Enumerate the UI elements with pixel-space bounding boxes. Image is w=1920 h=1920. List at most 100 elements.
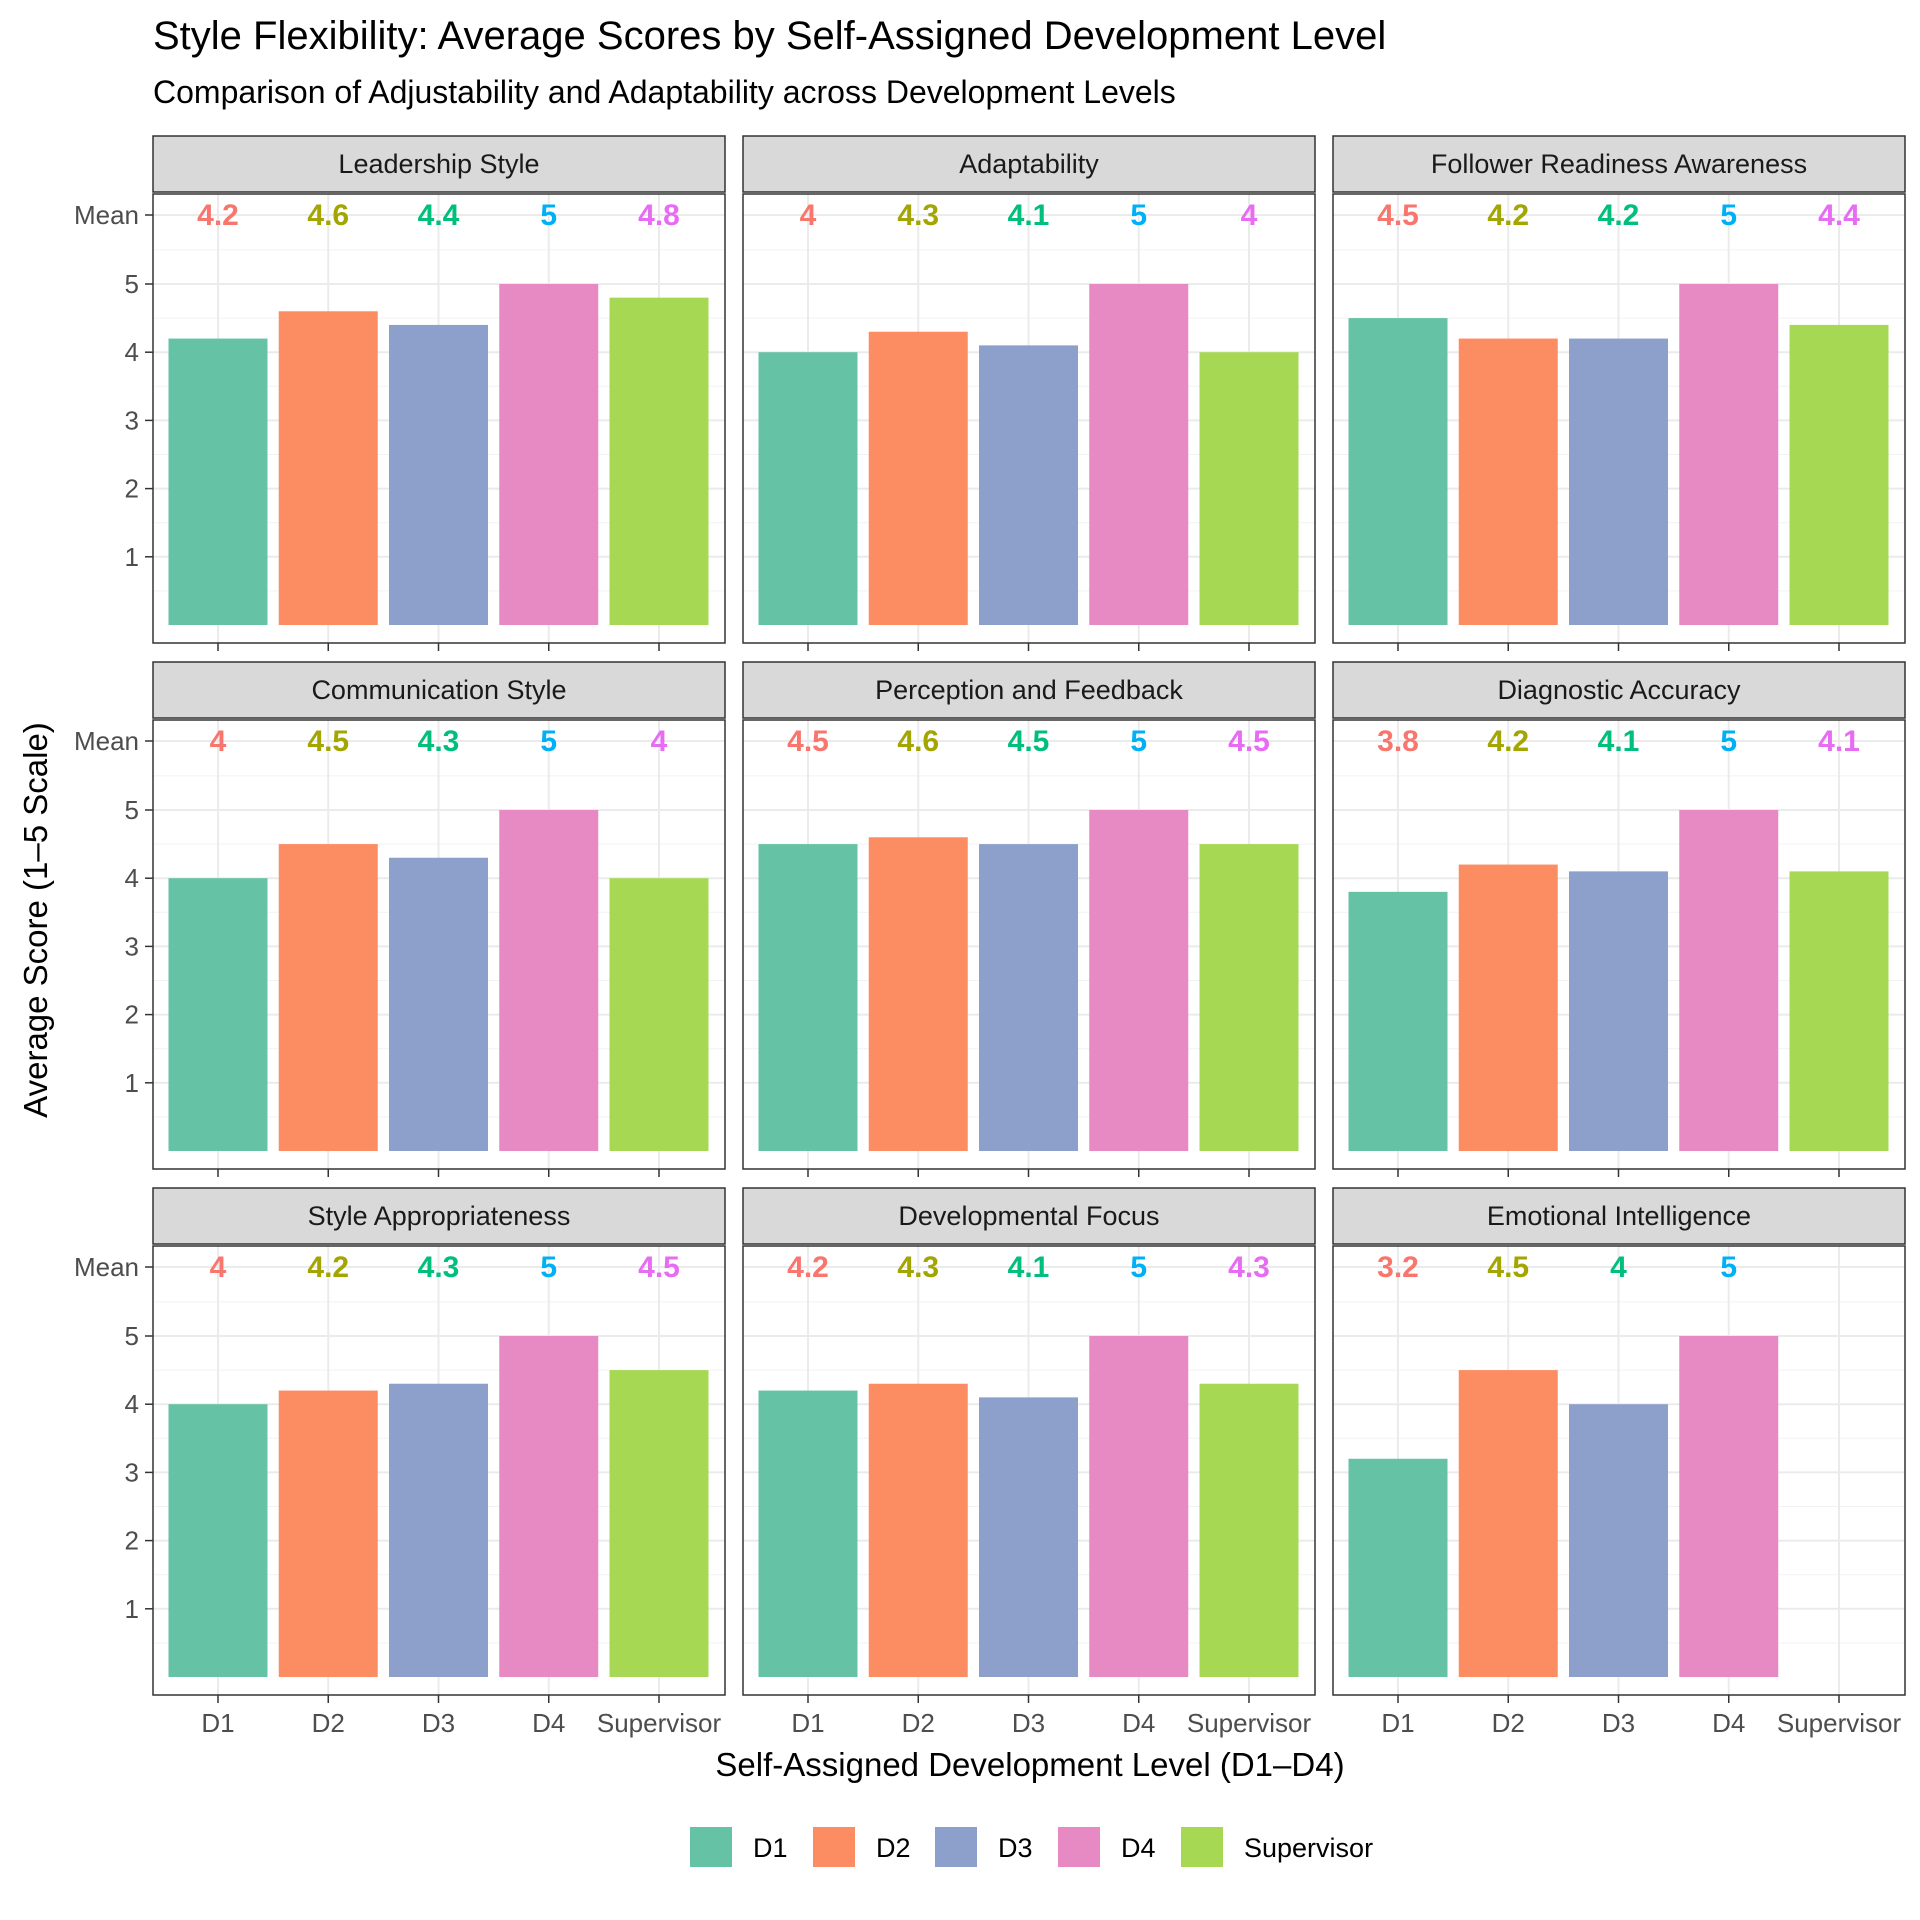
y-tick-label: 5 [125,1321,139,1351]
mean-label: 4.5 [1008,725,1050,758]
facet-title: Developmental Focus [898,1201,1159,1231]
mean-label: 4.1 [1008,199,1050,232]
bar [278,311,378,625]
legend-label: Supervisor [1244,1833,1373,1863]
mean-label: 4.1 [1008,1251,1050,1284]
mean-row-label: Mean [74,1252,139,1282]
bar [868,331,968,625]
mean-row-label: Mean [74,200,139,230]
x-tick-label: D4 [532,1708,565,1738]
y-axis-title: Average Score (1–5 Scale) [17,722,54,1118]
bar [1458,1370,1558,1677]
mean-label: 4.8 [638,199,680,232]
bar [868,837,968,1151]
x-tick-label: D3 [422,1708,455,1738]
mean-label: 4.4 [418,199,460,232]
facet-panel: Follower Readiness Awareness 4.5 4.2 4.2 5 4.… [1332,135,1906,651]
bar [868,1383,968,1677]
y-tick-label: 1 [125,1594,139,1624]
mean-label: 4 [210,725,227,758]
mean-label: 4 [210,1251,227,1284]
mean-label: 4.6 [897,725,939,758]
mean-label: 4.3 [418,1251,460,1284]
mean-label: 5 [1130,199,1147,232]
legend-label: D2 [876,1833,911,1863]
mean-label: 3.8 [1377,725,1419,758]
bar [979,844,1078,1151]
bar [168,1404,268,1677]
bar [1789,324,1889,625]
mean-label: 4.5 [638,1251,680,1284]
mean-label: 4.5 [307,725,349,758]
bar [609,297,709,625]
facet-strip [152,135,726,193]
facet-strip [1332,1187,1906,1245]
y-tick-label: 5 [125,795,139,825]
legend-swatch [813,1827,855,1867]
mean-label: 4.5 [1487,1251,1529,1284]
facet-title: Leadership Style [338,149,539,179]
bar [1348,1458,1448,1677]
x-axis-title: Self-Assigned Development Level (D1–D4) [715,1746,1344,1783]
facet-panel: Adaptability 4 4.3 4.1 5 4 [742,135,1316,651]
x-tick-label: D1 [791,1708,824,1738]
facet-title: Adaptability [959,149,1099,179]
facet-panel: Leadership Style 4.2 4.6 4.4 5 4.8 1 2 3 4 5 Mean [74,135,726,651]
mean-label: 4.1 [1818,725,1860,758]
chart-title: Style Flexibility: Average Scores by Sel… [153,14,1387,58]
legend-swatch [1181,1827,1223,1867]
y-tick-label: 3 [125,1457,139,1487]
facet-panel: Perception and Feedback 4.5 4.6 4.5 5 4.5 [742,661,1316,1177]
mean-label: 4.2 [1487,199,1529,232]
x-tick-label: D4 [1712,1708,1745,1738]
bar [1569,338,1668,625]
facet-panel: Developmental Focus 4.2 4.3 4.1 5 4.3 D1 D2 D3 D4… [742,1187,1316,1738]
legend-swatch [1058,1827,1100,1867]
bar [389,1383,488,1677]
bar [389,857,488,1151]
facet-panel: Diagnostic Accuracy 3.8 4.2 4.1 5 4.1 [1332,661,1906,1177]
bar [1089,284,1189,625]
mean-label: 4.3 [897,1251,939,1284]
mean-label: 5 [1720,199,1737,232]
bar [758,352,858,625]
y-tick-label: 1 [125,1068,139,1098]
legend-label: D3 [998,1833,1033,1863]
mean-label: 4 [651,725,668,758]
legend-swatch [935,1827,977,1867]
bar [758,1390,858,1677]
y-tick-label: 1 [125,542,139,572]
x-tick-label: Supervisor [1777,1708,1902,1738]
x-tick-label: D2 [1492,1708,1525,1738]
legend-label: D1 [753,1833,788,1863]
facet-title: Follower Readiness Awareness [1431,149,1807,179]
y-tick-label: 4 [125,1389,139,1419]
bar [609,878,709,1151]
facet-strip [1332,135,1906,193]
mean-label: 4.3 [418,725,460,758]
y-tick-label: 4 [125,863,139,893]
x-tick-label: D2 [902,1708,935,1738]
bar [1458,864,1558,1151]
mean-label: 4.2 [307,1251,349,1284]
legend-label: D4 [1121,1833,1156,1863]
mean-label: 4.2 [1487,725,1529,758]
bar [1199,352,1299,625]
mean-label: 4 [1610,1251,1627,1284]
mean-label: 4.2 [197,199,239,232]
mean-label: 5 [1130,725,1147,758]
x-tick-label: D2 [312,1708,345,1738]
x-tick-label: Supervisor [597,1708,722,1738]
bar [979,345,1078,625]
facet-strip [152,661,726,719]
bar [758,844,858,1151]
bar [1348,891,1448,1151]
x-tick-label: D4 [1122,1708,1155,1738]
bar [979,1397,1078,1677]
bar [1569,871,1668,1151]
bar [1569,1404,1668,1677]
mean-label: 4 [1241,199,1258,232]
bar [1348,318,1448,625]
mean-label: 4.5 [787,725,829,758]
